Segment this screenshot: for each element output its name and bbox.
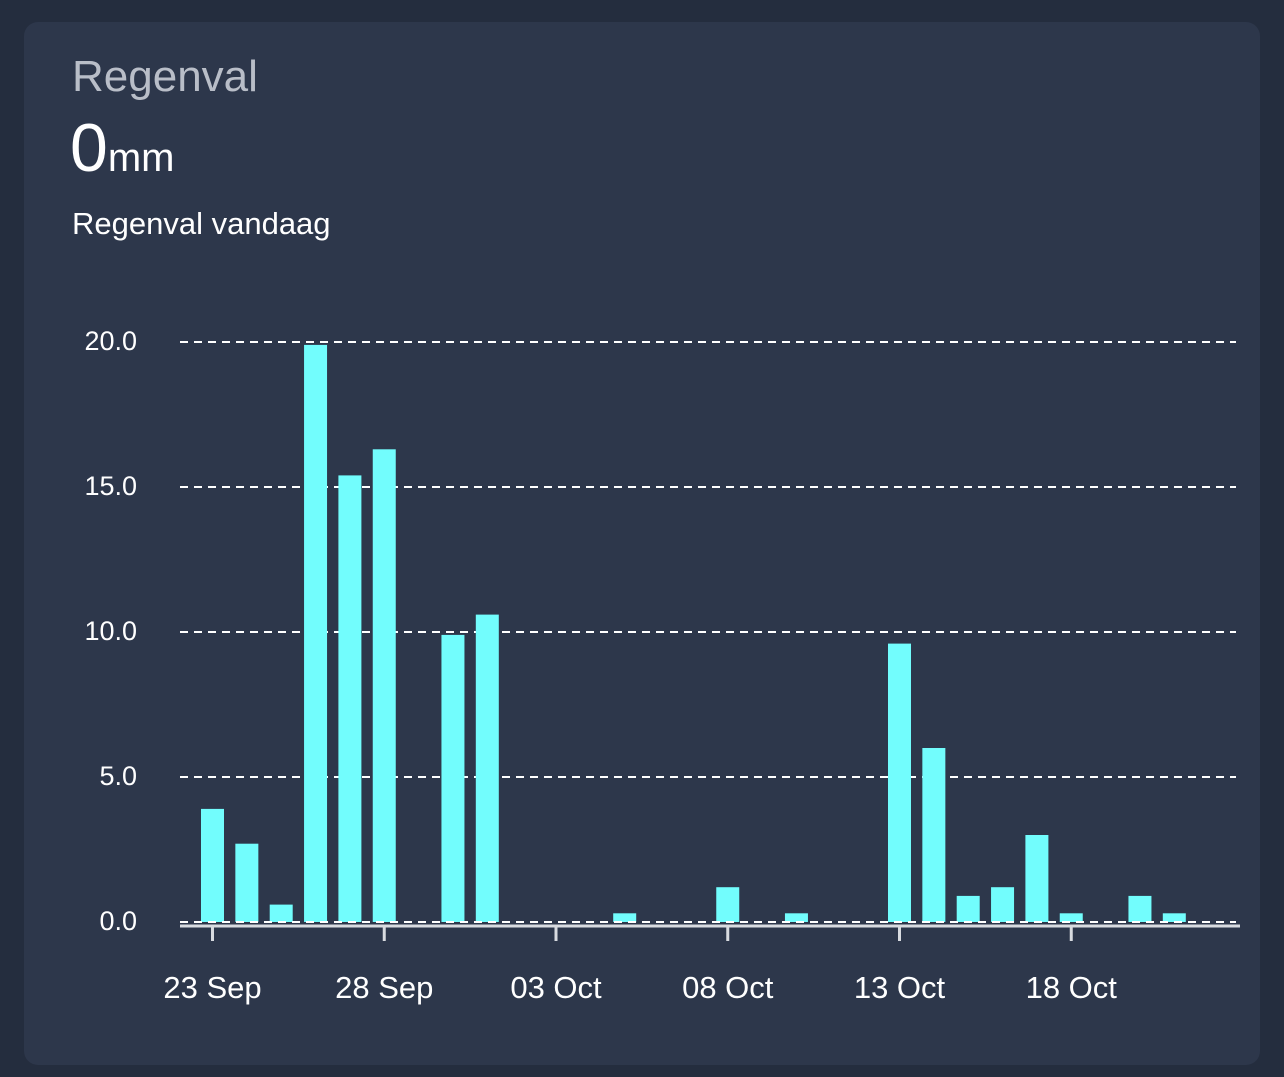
bar-14-oct bbox=[922, 748, 946, 922]
bar-18-oct bbox=[1059, 913, 1083, 922]
x-tick-label: 08 Oct bbox=[682, 970, 774, 1005]
bar-24-sep bbox=[235, 843, 259, 922]
value-unit: mm bbox=[107, 136, 175, 180]
bar-28-sep bbox=[372, 449, 396, 922]
bar-26-sep bbox=[304, 344, 328, 922]
rainfall-card: Regenval 0mm Regenval vandaag bbox=[24, 22, 1260, 1065]
y-tick-label: 5.0 bbox=[99, 761, 137, 791]
bar-27-sep bbox=[338, 475, 362, 922]
y-tick-label: 15.0 bbox=[84, 471, 137, 501]
bar-23-sep bbox=[201, 808, 224, 922]
y-axis-labels: 0.0 5.0 10.0 15.0 20.0 bbox=[84, 326, 137, 936]
bar-05-oct bbox=[613, 913, 637, 922]
x-axis-labels: 23 Sep 28 Sep 03 Oct 08 Oct 13 Oct 18 Oct bbox=[163, 970, 1117, 1005]
bar-08-oct bbox=[716, 887, 740, 922]
x-axis bbox=[180, 924, 1240, 941]
x-tick-label: 28 Sep bbox=[335, 970, 433, 1005]
x-tick-label: 23 Sep bbox=[163, 970, 261, 1005]
bar-21-oct bbox=[1162, 913, 1186, 922]
x-tick-label: 13 Oct bbox=[854, 970, 946, 1005]
card-title: Regenval bbox=[72, 52, 258, 101]
bar-17-oct bbox=[1025, 835, 1049, 922]
bar-13-oct bbox=[888, 643, 911, 922]
value-number: 0 bbox=[70, 110, 108, 186]
bar-20-oct bbox=[1128, 895, 1152, 922]
bar-30-sep bbox=[441, 634, 465, 922]
current-value: 0mm bbox=[70, 114, 174, 182]
x-tick-label: 18 Oct bbox=[1026, 970, 1118, 1005]
bar-series bbox=[201, 344, 1186, 922]
x-tick-label: 03 Oct bbox=[510, 970, 602, 1005]
bar-16-oct bbox=[991, 887, 1015, 922]
y-tick-label: 20.0 bbox=[84, 326, 137, 356]
value-subtitle: Regenval vandaag bbox=[72, 206, 331, 241]
y-tick-label: 0.0 bbox=[99, 906, 137, 936]
bar-25-sep bbox=[269, 904, 293, 922]
bar-15-oct bbox=[956, 895, 980, 922]
bar-10-oct bbox=[784, 913, 808, 922]
y-tick-label: 10.0 bbox=[84, 616, 137, 646]
bar-01-oct bbox=[475, 614, 499, 922]
